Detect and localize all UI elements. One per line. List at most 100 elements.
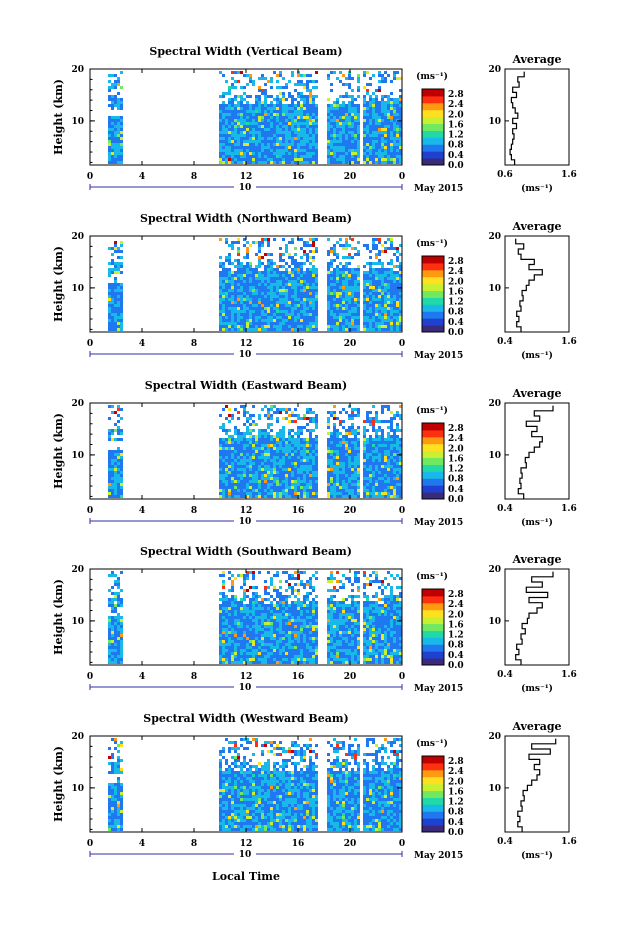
heatmap-cell <box>306 289 309 292</box>
heatmap-cell <box>237 295 240 298</box>
heatmap-cell <box>237 483 240 486</box>
heatmap-cell <box>114 265 117 268</box>
heatmap-cell <box>249 313 252 316</box>
heatmap-cell <box>228 468 231 471</box>
heatmap-cell <box>375 471 378 474</box>
heatmap-cell <box>387 131 390 134</box>
heatmap-cell <box>282 119 285 122</box>
heatmap-cell <box>363 271 366 274</box>
heatmap-cell <box>276 474 279 477</box>
heatmap-cell <box>240 149 243 152</box>
heatmap-cell <box>294 143 297 146</box>
heatmap-cell <box>225 495 228 498</box>
heatmap-cell <box>246 319 249 322</box>
heatmap-cell <box>357 131 360 134</box>
heatmap-cell <box>336 292 339 295</box>
heatmap-cell <box>120 155 123 158</box>
heatmap-cell <box>294 489 297 492</box>
heatmap-cell <box>111 98 114 101</box>
heatmap-cell <box>393 122 396 125</box>
heatmap-cell <box>366 89 369 92</box>
heatmap-cell <box>288 298 291 301</box>
x-tick-label: 8 <box>191 506 197 516</box>
heatmap-cell <box>300 280 303 283</box>
heatmap-cell <box>117 262 120 265</box>
heatmap-cell <box>255 283 258 286</box>
heatmap-cell <box>294 441 297 444</box>
heatmap-cell <box>225 417 228 420</box>
heatmap-cell <box>366 480 369 483</box>
heatmap-cell <box>273 435 276 438</box>
heatmap-cell <box>348 119 351 122</box>
heatmap-cell <box>378 104 381 107</box>
heatmap-cell <box>228 301 231 304</box>
heatmap-cell <box>387 107 390 110</box>
heatmap-cell <box>255 119 258 122</box>
heatmap-cell <box>390 325 393 328</box>
heatmap-cell <box>339 134 342 137</box>
heatmap-cell <box>264 119 267 122</box>
heatmap-cell <box>369 471 372 474</box>
heatmap-cell <box>345 471 348 474</box>
heatmap-cell <box>222 128 225 131</box>
heatmap-cell <box>228 161 231 164</box>
heatmap-cell <box>357 280 360 283</box>
heatmap-cell <box>117 586 120 589</box>
heatmap-cell <box>363 492 366 495</box>
heatmap-cell <box>384 313 387 316</box>
heatmap-cell <box>276 128 279 131</box>
heatmap-cell <box>267 441 270 444</box>
heatmap-cell <box>297 462 300 465</box>
heatmap-cell <box>300 131 303 134</box>
heatmap-cell <box>219 640 222 643</box>
heatmap-cell <box>375 101 378 104</box>
heatmap-cell <box>348 319 351 322</box>
heatmap-cell <box>252 286 255 289</box>
heatmap-cell <box>336 289 339 292</box>
heatmap-cell <box>303 426 306 429</box>
heatmap-cell <box>108 301 111 304</box>
heatmap-cell <box>396 271 399 274</box>
heatmap-cell <box>306 480 309 483</box>
heatmap-cell <box>240 113 243 116</box>
heatmap-cell <box>330 325 333 328</box>
heatmap-cell <box>258 113 261 116</box>
heatmap-cell <box>333 417 336 420</box>
heatmap-cell <box>237 301 240 304</box>
heatmap-cell <box>345 271 348 274</box>
heatmap-cell <box>243 435 246 438</box>
heatmap-cell <box>381 489 384 492</box>
heatmap-cell <box>219 456 222 459</box>
heatmap-cell <box>279 161 282 164</box>
heatmap-cell <box>300 313 303 316</box>
heatmap-cell <box>300 271 303 274</box>
heatmap-cell <box>309 459 312 462</box>
heatmap-cell <box>291 304 294 307</box>
heatmap-cell <box>249 414 252 417</box>
heatmap-cell <box>291 310 294 313</box>
heatmap-cell <box>237 459 240 462</box>
heatmap-cell <box>294 268 297 271</box>
heatmap-cell <box>267 328 270 331</box>
heatmap-cell <box>345 274 348 277</box>
heatmap-cell <box>315 125 318 128</box>
heatmap-cell <box>327 301 330 304</box>
y-axis-label: Height (km) <box>52 79 65 155</box>
heatmap-cell <box>219 280 222 283</box>
heatmap-cell <box>384 322 387 325</box>
heatmap-cell <box>366 292 369 295</box>
heatmap-cell <box>246 140 249 143</box>
heatmap-cell <box>273 110 276 113</box>
heatmap-cell <box>384 277 387 280</box>
heatmap-cell <box>261 325 264 328</box>
heatmap-cell <box>258 310 261 313</box>
heatmap-cell <box>363 277 366 280</box>
heatmap-cell <box>312 441 315 444</box>
heatmap-cell <box>114 655 117 658</box>
heatmap-cell <box>336 253 339 256</box>
heatmap-cell <box>312 286 315 289</box>
heatmap-cell <box>255 137 258 140</box>
heatmap-cell <box>231 292 234 295</box>
heatmap-cell <box>357 143 360 146</box>
heatmap-cell <box>309 155 312 158</box>
